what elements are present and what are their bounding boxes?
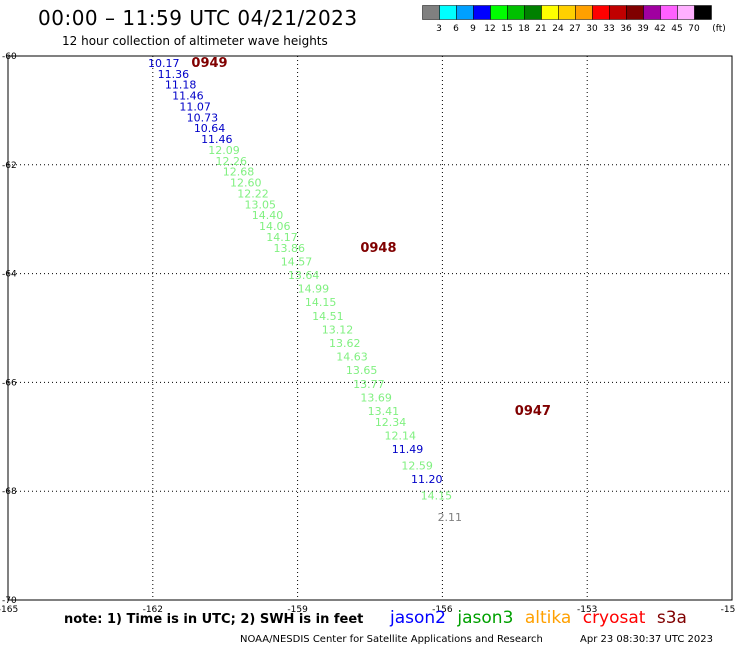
satellite-jason3: jason3 bbox=[457, 608, 514, 628]
swh-point: 10.64 bbox=[194, 122, 226, 135]
swh-point: 14.40 bbox=[252, 209, 284, 222]
swh-point: 14.15 bbox=[421, 489, 453, 502]
chart-subtitle: 12 hour collection of altimeter wave hei… bbox=[62, 34, 328, 48]
swh-point: 13.12 bbox=[322, 323, 354, 336]
x-tick-label: -162 bbox=[143, 605, 163, 615]
time-label: 0949 bbox=[191, 56, 227, 71]
swh-point: 12.68 bbox=[223, 166, 255, 179]
y-tick-label: -64 bbox=[2, 270, 17, 280]
swh-point: 14.99 bbox=[298, 283, 330, 296]
swh-point: 12.60 bbox=[230, 177, 262, 190]
swh-point: 14.17 bbox=[266, 231, 298, 244]
y-tick-label: -66 bbox=[2, 378, 17, 388]
time-label: 0947 bbox=[515, 404, 551, 419]
swh-point: 10.73 bbox=[187, 111, 219, 124]
x-tick-label: -156 bbox=[432, 605, 453, 615]
plot-frame bbox=[7, 55, 733, 601]
legend-label: 45 bbox=[671, 24, 682, 34]
swh-point: 11.46 bbox=[172, 90, 204, 103]
footer-timestamp: Apr 23 08:30:37 UTC 2023 bbox=[580, 634, 713, 645]
y-tick-label: -60 bbox=[2, 52, 17, 62]
swh-point: 2.11 bbox=[438, 511, 463, 524]
legend-label: 15 bbox=[501, 24, 512, 34]
y-tick-label: -70 bbox=[2, 596, 17, 606]
swh-point: 13.86 bbox=[273, 242, 305, 255]
swh-point: 11.18 bbox=[165, 79, 197, 92]
chart-title: 00:00 – 11:59 UTC 04/21/2023 bbox=[38, 6, 358, 30]
legend-label: 3 bbox=[436, 24, 442, 34]
x-tick-label: -15 bbox=[721, 605, 736, 615]
swh-point: 12.22 bbox=[237, 187, 269, 200]
swh-point: 13.77 bbox=[353, 378, 385, 391]
legend-label: 21 bbox=[535, 24, 546, 34]
swh-point: 11.36 bbox=[158, 68, 190, 81]
legend-label: 33 bbox=[603, 24, 614, 34]
satellite-s3a: s3a bbox=[656, 608, 687, 628]
swh-point: 12.14 bbox=[384, 430, 416, 443]
legend-label: 30 bbox=[586, 24, 598, 34]
legend-label: 42 bbox=[654, 24, 665, 34]
legend-label: 12 bbox=[484, 24, 495, 34]
swh-point: 12.34 bbox=[375, 416, 407, 429]
footer-note: note: 1) Time is in UTC; 2) SWH is in fe… bbox=[64, 612, 364, 627]
satellite-cryosat: cryosat bbox=[582, 608, 646, 628]
time-label: 0948 bbox=[360, 241, 396, 256]
swh-point: 14.51 bbox=[312, 310, 344, 323]
x-tick-label: -153 bbox=[577, 605, 597, 615]
footer-credit: NOAA/NESDIS Center for Satellite Applica… bbox=[240, 634, 543, 645]
swh-point: 11.49 bbox=[392, 443, 424, 456]
swh-point: 11.20 bbox=[411, 473, 443, 486]
legend-label: 36 bbox=[620, 24, 632, 34]
satellite-altika: altika bbox=[524, 608, 572, 628]
swh-point: 13.69 bbox=[360, 391, 392, 404]
legend-label: 9 bbox=[470, 24, 476, 34]
swh-point: 13.65 bbox=[346, 364, 378, 377]
swh-point: 14.15 bbox=[305, 296, 337, 309]
swh-point: 10.17 bbox=[148, 57, 180, 70]
legend-label: 18 bbox=[518, 24, 530, 34]
satellite-jason2: jason2 bbox=[390, 608, 446, 628]
swh-point: 11.46 bbox=[201, 133, 233, 146]
swh-point: 12.59 bbox=[401, 459, 433, 472]
swh-point: 12.09 bbox=[208, 144, 240, 157]
swh-point: 13.41 bbox=[368, 405, 400, 418]
swh-point: 13.05 bbox=[245, 198, 276, 211]
legend-label: 70 bbox=[688, 24, 700, 34]
y-tick-label: -62 bbox=[2, 161, 17, 171]
legend-label: (ft) bbox=[712, 24, 726, 34]
x-tick-label: -159 bbox=[287, 605, 308, 615]
swh-point: 11.07 bbox=[179, 100, 211, 113]
legend-label: 27 bbox=[569, 24, 580, 34]
legend-swatch bbox=[694, 5, 712, 20]
swh-point: 14.06 bbox=[259, 220, 291, 233]
y-tick-label: -68 bbox=[2, 487, 17, 497]
x-tick-label: -165 bbox=[0, 605, 18, 615]
legend-label: 6 bbox=[453, 24, 459, 34]
color-legend: 3 6 9 12 15 18 21 24 27 30 33 36 39 42 45 70 (ft) bbox=[422, 5, 726, 34]
satellite-legend: jason2 jason3 altika cryosat s3a bbox=[390, 608, 693, 628]
swh-point: 14.63 bbox=[336, 351, 368, 364]
legend-label: 39 bbox=[637, 24, 649, 34]
swh-point: 13.62 bbox=[329, 337, 361, 350]
swh-point: 14.57 bbox=[281, 255, 313, 268]
swh-point: 12.26 bbox=[216, 155, 248, 168]
legend-label: 24 bbox=[552, 24, 564, 34]
swh-point: 13.64 bbox=[288, 269, 320, 282]
